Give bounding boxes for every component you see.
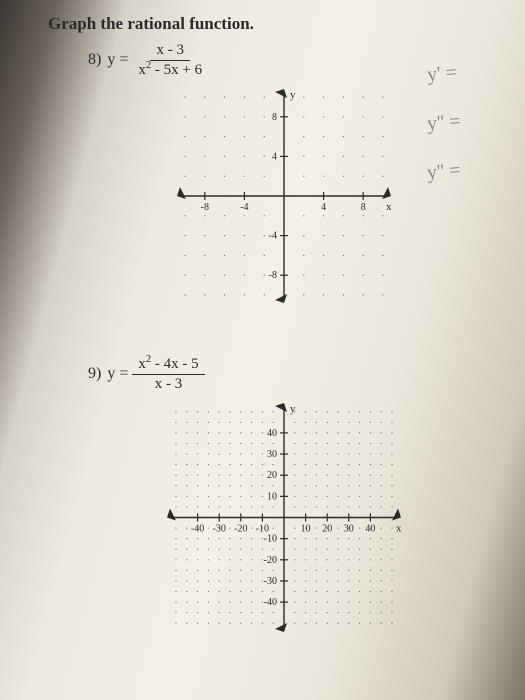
problem-number: 9): [88, 365, 101, 383]
problem-number: 8): [88, 51, 101, 69]
svg-text:8: 8: [272, 112, 277, 123]
svg-text:30: 30: [267, 449, 277, 460]
worksheet-heading: Graph the rational function.: [40, 0, 500, 34]
svg-text:40: 40: [365, 524, 375, 535]
svg-text:30: 30: [344, 524, 354, 535]
svg-text:10: 10: [301, 524, 311, 535]
svg-text:-4: -4: [269, 231, 277, 242]
svg-text:y: y: [290, 89, 296, 101]
equation-lhs: y =: [107, 365, 128, 383]
svg-text:8: 8: [361, 202, 366, 213]
handwriting-line: y'' =: [426, 105, 518, 136]
svg-text:40: 40: [267, 428, 277, 439]
svg-text:-4: -4: [240, 202, 248, 213]
svg-text:4: 4: [272, 151, 277, 162]
handwritten-notes: y' = y'' = y'' =: [427, 60, 517, 207]
fraction: x2 - 4x - 5 x - 3: [132, 356, 204, 392]
svg-text:x: x: [396, 523, 402, 535]
svg-text:y: y: [290, 403, 296, 415]
svg-text:x: x: [386, 201, 392, 213]
svg-text:-8: -8: [201, 202, 209, 213]
numerator: x2 - 4x - 5: [132, 356, 204, 375]
problem-9: 9) y = x2 - 4x - 5 x - 3 -40 -30 -20 -10 10 2…: [88, 356, 500, 635]
svg-text:-30: -30: [213, 524, 226, 535]
svg-text:-20: -20: [264, 555, 277, 566]
numerator: x - 3: [150, 42, 190, 61]
denominator: x2 - 5x + 6: [132, 61, 208, 79]
svg-text:20: 20: [322, 524, 332, 535]
fraction: x - 3 x2 - 5x + 6: [132, 42, 208, 78]
svg-text:-20: -20: [234, 524, 247, 535]
svg-text:20: 20: [267, 470, 277, 481]
svg-text:-8: -8: [269, 270, 277, 281]
svg-text:-10: -10: [264, 534, 277, 545]
svg-text:-30: -30: [264, 576, 277, 587]
coordinate-grid-8: -8 -4 4 8 8 4 -4 -8 x y: [174, 86, 394, 306]
svg-text:4: 4: [321, 202, 326, 213]
svg-text:-40: -40: [264, 597, 277, 608]
handwriting-line: y' =: [426, 56, 518, 87]
equation-lhs: y =: [107, 51, 128, 69]
handwriting-line: y'' =: [426, 154, 518, 185]
denominator: x - 3: [149, 375, 189, 393]
svg-text:-40: -40: [191, 524, 204, 535]
equation-9: 9) y = x2 - 4x - 5 x - 3: [88, 356, 500, 392]
coordinate-grid-9: -40-30-20-101020304040302010-10-20-30-40…: [164, 400, 404, 635]
svg-text:10: 10: [267, 491, 277, 502]
